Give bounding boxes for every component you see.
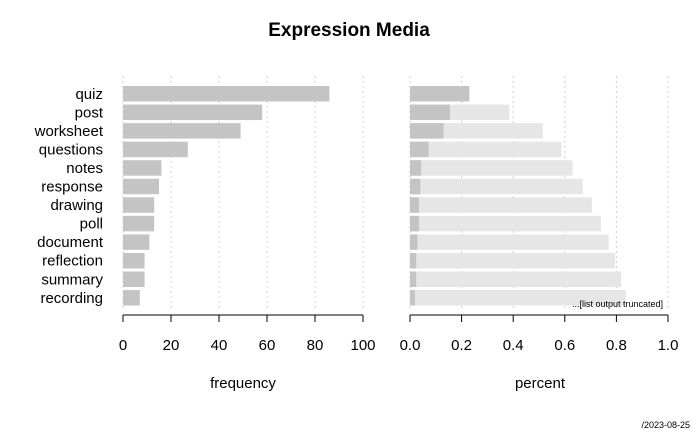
percent-percent-bar-quiz xyxy=(410,86,470,102)
frequency-bar-questions xyxy=(123,141,188,158)
percent-percent-bar-response xyxy=(410,178,421,195)
percent-panel: 0.0 0.2 0.4 0.6 0.8 1.0 xyxy=(400,76,679,354)
percent-percent-bar-document xyxy=(410,234,418,250)
category-label-questions: questions xyxy=(39,141,103,158)
percent-tick-label-5: 1.0 xyxy=(658,337,679,354)
percent-cumulative-bar-recording xyxy=(410,290,626,306)
frequency-bar-notes xyxy=(123,160,162,176)
percent-cumulative-bar-document xyxy=(410,234,609,250)
frequency-bar-summary xyxy=(123,271,145,287)
percent-tick-label-1: 0.2 xyxy=(451,337,472,354)
frequency-bar-worksheet xyxy=(123,123,241,139)
frequency-bar-document xyxy=(123,234,150,250)
percent-cumulative-bar-questions xyxy=(410,141,562,158)
percent-cumulative-bar-poll xyxy=(410,215,601,232)
percent-cumulative-bar-drawing xyxy=(410,197,592,213)
truncation-note: ...[list output truncated] xyxy=(572,299,663,309)
category-label-reflection: reflection xyxy=(42,253,103,270)
category-label-summary: summary xyxy=(41,271,103,288)
frequency-bar-poll xyxy=(123,215,155,232)
frequency-bar-quiz xyxy=(123,86,330,102)
percent-cumulative-bar-summary xyxy=(410,271,622,287)
frequency-tick-label-0: 0 xyxy=(119,337,127,354)
percent-percent-bar-poll xyxy=(410,215,420,232)
category-label-response: response xyxy=(41,179,103,196)
category-label-document: document xyxy=(37,234,104,251)
frequency-tick-label-3: 60 xyxy=(259,337,276,354)
percent-percent-bar-drawing xyxy=(410,197,420,213)
frequency-tick-label-5: 100 xyxy=(350,337,375,354)
frequency-bar-drawing xyxy=(123,197,155,213)
chart-title: Expression Media xyxy=(268,20,430,41)
category-label-recording: recording xyxy=(40,290,103,307)
frequency-tick-label-2: 40 xyxy=(211,337,228,354)
percent-percent-bar-notes xyxy=(410,160,422,176)
percent-percent-bar-questions xyxy=(410,141,429,158)
frequency-tick-label-1: 20 xyxy=(163,337,180,354)
percent-tick-label-3: 0.6 xyxy=(554,337,575,354)
category-label-worksheet: worksheet xyxy=(34,123,104,140)
frequency-tick-label-4: 80 xyxy=(307,337,324,354)
category-label-post: post xyxy=(75,104,104,121)
percent-percent-bar-worksheet xyxy=(410,123,444,139)
frequency-panel: 0 20 40 60 80 100 xyxy=(119,76,376,354)
percent-cumulative-bar-response xyxy=(410,178,583,195)
percent-percent-bar-summary xyxy=(410,271,417,287)
percent-percent-bar-post xyxy=(410,104,450,121)
frequency-bar-recording xyxy=(123,290,140,306)
percent-percent-bar-recording xyxy=(410,290,415,306)
category-label-notes: notes xyxy=(66,160,103,177)
percent-tick-label-4: 0.8 xyxy=(606,337,627,354)
frequency-axis-label: frequency xyxy=(210,375,276,392)
category-labels: quizpostworksheetquestionsnotesresponsed… xyxy=(34,86,104,307)
footer-date: /2023-08-25 xyxy=(641,420,690,430)
category-label-drawing: drawing xyxy=(50,197,103,214)
percent-axis-label: percent xyxy=(515,375,566,392)
percent-cumulative-bar-notes xyxy=(410,160,573,176)
frequency-bar-post xyxy=(123,104,263,121)
percent-cumulative-bar-reflection xyxy=(410,252,616,269)
frequency-bar-response xyxy=(123,178,159,195)
category-label-poll: poll xyxy=(80,216,103,233)
frequency-bar-reflection xyxy=(123,252,145,269)
percent-tick-label-0: 0.0 xyxy=(400,337,421,354)
percent-tick-label-2: 0.4 xyxy=(503,337,524,354)
percent-percent-bar-reflection xyxy=(410,252,417,269)
category-label-quiz: quiz xyxy=(75,86,103,103)
